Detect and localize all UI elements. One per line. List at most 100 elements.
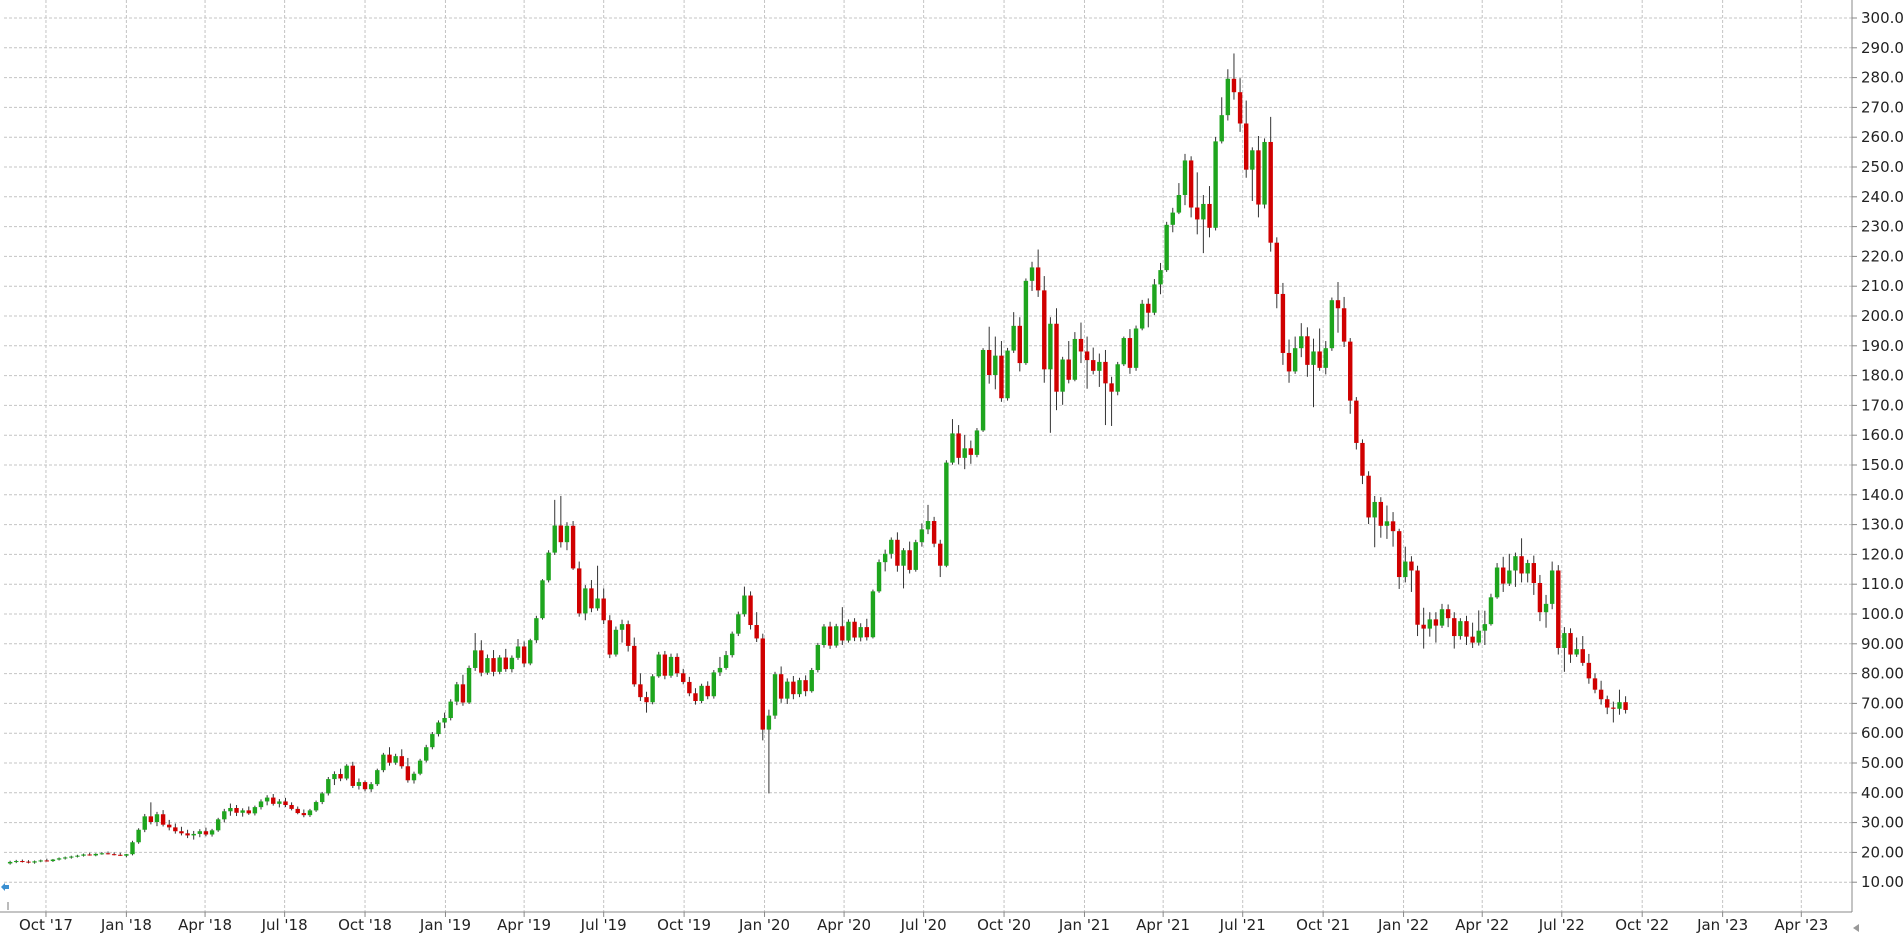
candle-body-down (607, 620, 613, 655)
candle (711, 670, 717, 699)
candle (240, 808, 245, 817)
candle (289, 802, 294, 811)
candle-body-up (1048, 323, 1053, 370)
candle-body-down (1501, 567, 1506, 584)
candle (980, 348, 986, 432)
candle (1562, 627, 1567, 672)
candle-body-up (215, 819, 221, 831)
candle-body-down (160, 814, 166, 825)
candle-body-up (130, 842, 135, 855)
candle-body-up (454, 684, 460, 702)
scroll-right-arrow-icon[interactable] (1853, 924, 1859, 932)
y-tick-label: 220.00 (1861, 247, 1904, 265)
candle (644, 691, 649, 713)
candle (38, 859, 43, 863)
candle-body-up (889, 539, 894, 554)
candle (846, 619, 851, 643)
candle (1176, 183, 1182, 215)
candle (460, 674, 466, 706)
candle (62, 856, 68, 860)
candle (1133, 325, 1139, 371)
candle (1127, 329, 1133, 374)
candle-body-up (1133, 328, 1139, 368)
candle-body-up (368, 784, 374, 790)
candle (742, 586, 747, 617)
candle (69, 855, 74, 859)
candle (1494, 563, 1500, 599)
candle (32, 860, 37, 864)
candle (479, 640, 484, 677)
candle (736, 611, 741, 637)
candle-body-down (1231, 78, 1237, 93)
candle-body-down (662, 654, 668, 676)
candle-body-up (466, 667, 472, 703)
candle (264, 795, 270, 806)
candle (650, 674, 655, 705)
candle-body-down (167, 824, 172, 828)
candle (540, 579, 545, 620)
candle-body-down (1592, 678, 1598, 690)
candle (283, 797, 288, 808)
y-axis-ticks: 10.00 20.00 30.00 40.00 50.00 60.00 70.00 80.00… (1852, 9, 1904, 891)
candle (1482, 610, 1488, 645)
y-tick-label: 170.00 (1861, 396, 1904, 414)
x-tick-label: Jan '20 (738, 916, 790, 934)
candle (607, 615, 613, 659)
x-tick-label: Apr '18 (178, 916, 232, 934)
candle-body-down (1354, 400, 1359, 443)
candle (1188, 156, 1194, 218)
candle-body-down (148, 816, 154, 823)
candle (748, 591, 753, 630)
candle (1335, 282, 1341, 333)
candle (1305, 327, 1310, 377)
candle-body-up (509, 657, 515, 670)
candle (895, 532, 900, 572)
candle-body-up (515, 646, 521, 658)
candle-body-down (1348, 341, 1353, 401)
candle-body-down (1470, 636, 1475, 643)
candle (118, 852, 123, 856)
candle-body-up (93, 853, 98, 856)
candle (1568, 628, 1573, 663)
scroll-left-arrow-icon[interactable] (1, 883, 9, 891)
candle (693, 688, 698, 705)
candle-body-up (1250, 150, 1255, 170)
candle (1543, 594, 1549, 628)
candle (625, 620, 631, 652)
candle-body-up (1574, 649, 1579, 655)
y-tick-label: 200.00 (1861, 307, 1904, 325)
candle-body-down (1146, 303, 1151, 313)
candle (785, 678, 790, 704)
candle-body-down (460, 684, 466, 703)
candle (962, 434, 967, 470)
y-tick-label: 50.00 (1861, 754, 1904, 772)
axes (0, 0, 1853, 913)
candle-body-down (674, 656, 680, 674)
y-tick-label: 60.00 (1861, 724, 1904, 742)
candle-body-down (1396, 531, 1402, 578)
candle-body-up (1403, 561, 1408, 578)
candle (222, 808, 227, 823)
candle (1005, 347, 1010, 401)
y-tick-label: 260.00 (1861, 128, 1904, 146)
candle-body-up (1213, 141, 1218, 228)
candle (124, 853, 129, 858)
candle (393, 753, 398, 765)
candle-body-up (191, 833, 196, 836)
candle-body-up (1507, 570, 1512, 584)
scroll-start-marker[interactable] (7, 902, 9, 910)
y-tick-label: 180.00 (1861, 367, 1904, 385)
candle-body-down (558, 525, 564, 543)
candle (760, 633, 765, 741)
candle-body-up (62, 857, 68, 859)
candle (803, 675, 808, 697)
candle-body-down (1445, 609, 1451, 619)
candles (7, 53, 1628, 865)
candle-body-down (938, 543, 943, 566)
candle (1219, 97, 1224, 144)
candle (723, 650, 729, 670)
candle-body-up (876, 562, 882, 592)
candle (424, 744, 429, 763)
candle (1243, 100, 1249, 178)
